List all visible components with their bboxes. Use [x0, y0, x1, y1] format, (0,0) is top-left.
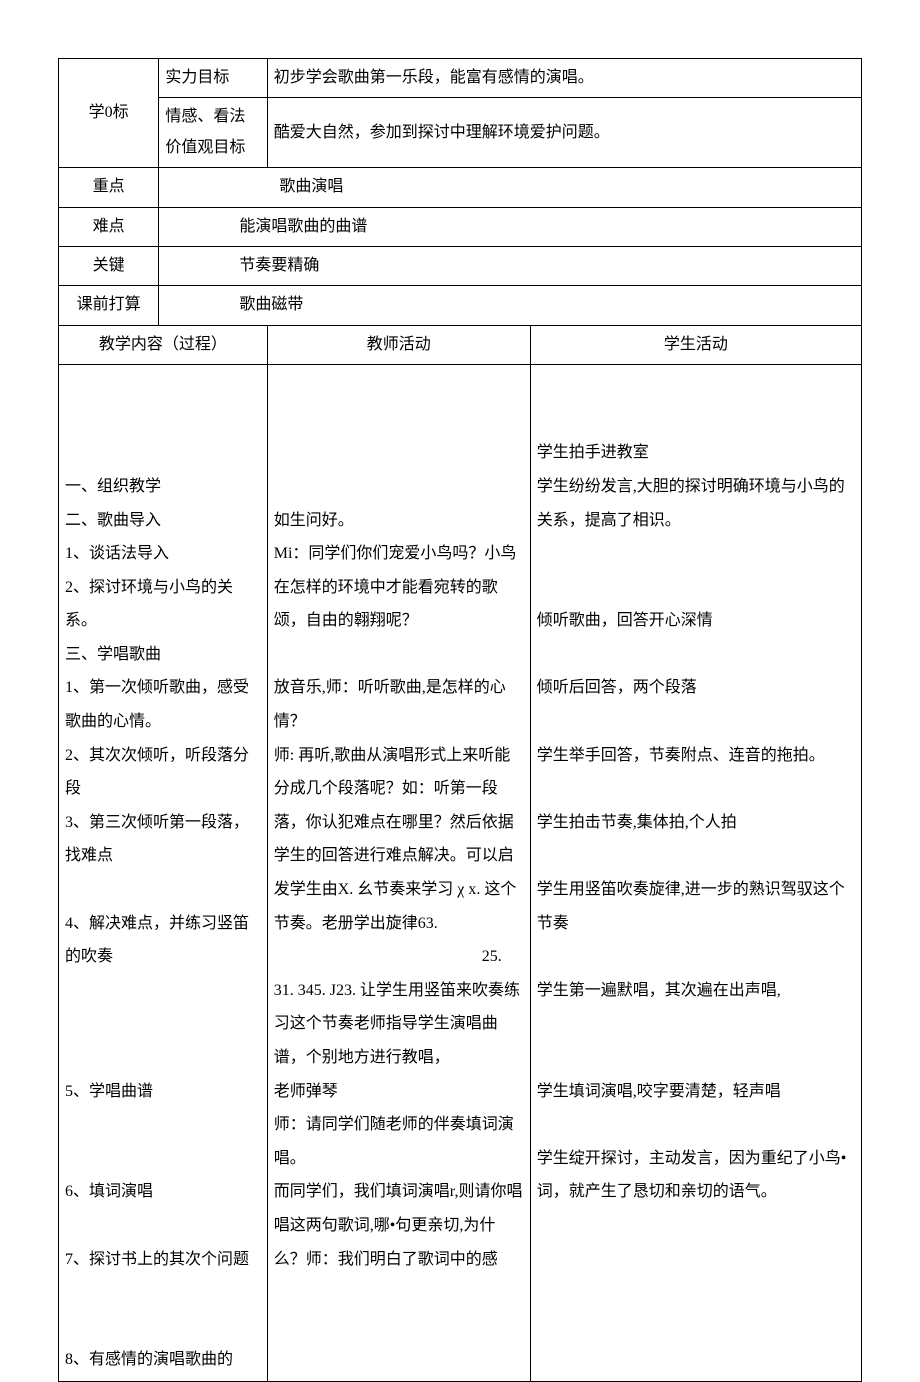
key-label: 关键 — [59, 246, 159, 285]
goals-header: 学0标 — [59, 59, 159, 168]
student-content: 学生拍手进教室 学生纷纷发言,大胆的探讨明确环境与小鸟的关系，提高了相识。 倾听… — [530, 365, 861, 1382]
difficulty-text: 能演唱歌曲的曲谱 — [159, 207, 862, 246]
ability-goal-text: 初步学会歌曲第一乐段，能富有感情的演唱。 — [267, 59, 861, 98]
process-content: 一、组织教学 二、歌曲导入 1、谈话法导入 2、探讨环境与小鸟的关系。 三、学唱… — [59, 365, 268, 1382]
values-goal-label: 情感、看法价值观目标 — [159, 98, 267, 168]
prep-text: 歌曲磁带 — [159, 286, 862, 325]
keypoint-label: 重点 — [59, 168, 159, 207]
col-teacher-header: 教师活动 — [267, 325, 530, 364]
col-process-header: 教学内容（过程） — [59, 325, 268, 364]
teacher-content: 如生问好。 Mi：同学们你们宠爱小鸟吗？小鸟在怎样的环境中才能看宛转的歌颂，自由… — [267, 365, 530, 1382]
prep-label: 课前打算 — [59, 286, 159, 325]
keypoint-text: 歌曲演唱 — [159, 168, 862, 207]
values-goal-text: 酷爱大自然，参加到探讨中理解环境爱护问题。 — [267, 98, 861, 168]
ability-goal-label: 实力目标 — [159, 59, 267, 98]
col-student-header: 学生活动 — [530, 325, 861, 364]
key-text: 节奏要精确 — [159, 246, 862, 285]
difficulty-label: 难点 — [59, 207, 159, 246]
